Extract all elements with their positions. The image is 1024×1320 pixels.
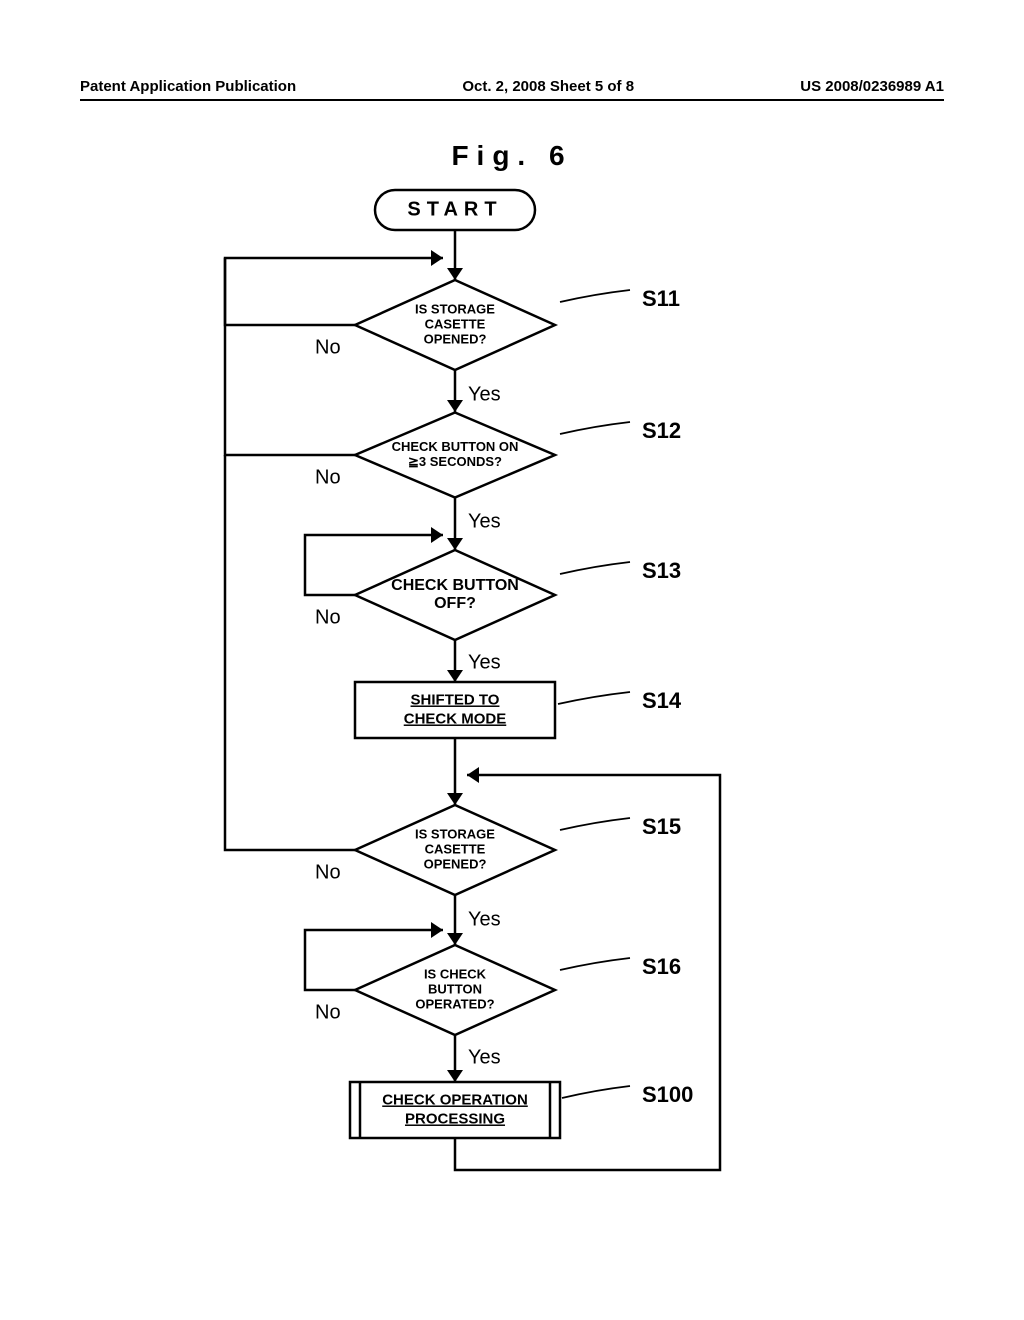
svg-text:No: No	[315, 606, 341, 628]
svg-text:S14: S14	[642, 688, 682, 713]
svg-text:CASETTE: CASETTE	[425, 316, 486, 331]
svg-text:CASETTE: CASETTE	[425, 841, 486, 856]
header-center: Oct. 2, 2008 Sheet 5 of 8	[462, 78, 634, 95]
svg-text:S100: S100	[642, 1082, 693, 1107]
svg-text:No: No	[315, 861, 341, 883]
svg-text:OPENED?: OPENED?	[424, 331, 487, 346]
svg-text:Yes: Yes	[468, 908, 501, 930]
svg-text:OPERATED?: OPERATED?	[415, 996, 494, 1011]
svg-text:IS STORAGE: IS STORAGE	[415, 826, 495, 841]
svg-text:≧3 SECONDS?: ≧3 SECONDS?	[408, 454, 502, 469]
figure-title: Fig. 6	[0, 140, 1024, 172]
svg-text:SHIFTED TO: SHIFTED TO	[411, 691, 500, 708]
svg-text:S13: S13	[642, 558, 681, 583]
svg-text:CHECK OPERATION: CHECK OPERATION	[382, 1091, 528, 1108]
svg-text:Yes: Yes	[468, 383, 501, 405]
header-left: Patent Application Publication	[80, 78, 296, 95]
svg-text:OPENED?: OPENED?	[424, 856, 487, 871]
svg-text:No: No	[315, 466, 341, 488]
svg-text:Yes: Yes	[468, 651, 501, 673]
header-right: US 2008/0236989 A1	[800, 78, 944, 95]
svg-text:PROCESSING: PROCESSING	[405, 1110, 505, 1127]
svg-text:S12: S12	[642, 418, 681, 443]
svg-text:IS CHECK: IS CHECK	[424, 966, 487, 981]
svg-text:Yes: Yes	[468, 510, 501, 532]
svg-text:CHECK MODE: CHECK MODE	[404, 710, 507, 727]
svg-text:START: START	[407, 198, 502, 220]
flowchart-canvas: Yes Yes Yes Yes Yes No No No No No START IS STORAGE…	[0, 180, 1024, 1280]
svg-text:No: No	[315, 1001, 341, 1023]
svg-text:S11: S11	[642, 286, 680, 311]
page-header: Patent Application Publication Oct. 2, 2…	[80, 78, 944, 101]
svg-text:IS STORAGE: IS STORAGE	[415, 301, 495, 316]
svg-text:No: No	[315, 336, 341, 358]
svg-text:CHECK BUTTON ON: CHECK BUTTON ON	[392, 439, 519, 454]
svg-text:BUTTON: BUTTON	[428, 981, 482, 996]
svg-text:CHECK BUTTON: CHECK BUTTON	[391, 577, 519, 594]
svg-text:S16: S16	[642, 954, 681, 979]
svg-text:S15: S15	[642, 814, 681, 839]
svg-text:Yes: Yes	[468, 1046, 501, 1068]
svg-text:OFF?: OFF?	[434, 595, 476, 612]
